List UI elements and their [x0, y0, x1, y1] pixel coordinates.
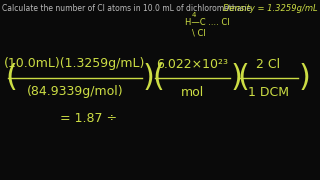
Text: (10.0mL)(1.3259g/mL): (10.0mL)(1.3259g/mL): [4, 57, 146, 71]
Text: H—C .... Cl: H—C .... Cl: [185, 18, 230, 27]
Text: 1 DCM: 1 DCM: [247, 86, 289, 98]
Text: (: (: [237, 64, 249, 93]
Text: Calculate the number of Cl atoms in 10.0 mL of dichloromethane: Calculate the number of Cl atoms in 10.0…: [2, 4, 251, 13]
Text: 2 Cl: 2 Cl: [256, 57, 280, 71]
Text: 4: 4: [192, 12, 196, 18]
Text: \ Cl: \ Cl: [192, 28, 206, 37]
Text: ): ): [299, 64, 311, 93]
Text: (: (: [152, 64, 164, 93]
Text: Density = 1.3259g/mL: Density = 1.3259g/mL: [223, 4, 318, 13]
Text: ): ): [143, 64, 155, 93]
Text: = 1.87 ÷: = 1.87 ÷: [60, 111, 117, 125]
Text: (: (: [5, 64, 17, 93]
Text: 6.022×10²³: 6.022×10²³: [156, 57, 228, 71]
Text: (84.9339g/mol): (84.9339g/mol): [27, 86, 123, 98]
Text: mol: mol: [180, 86, 204, 98]
Text: ): ): [231, 64, 243, 93]
